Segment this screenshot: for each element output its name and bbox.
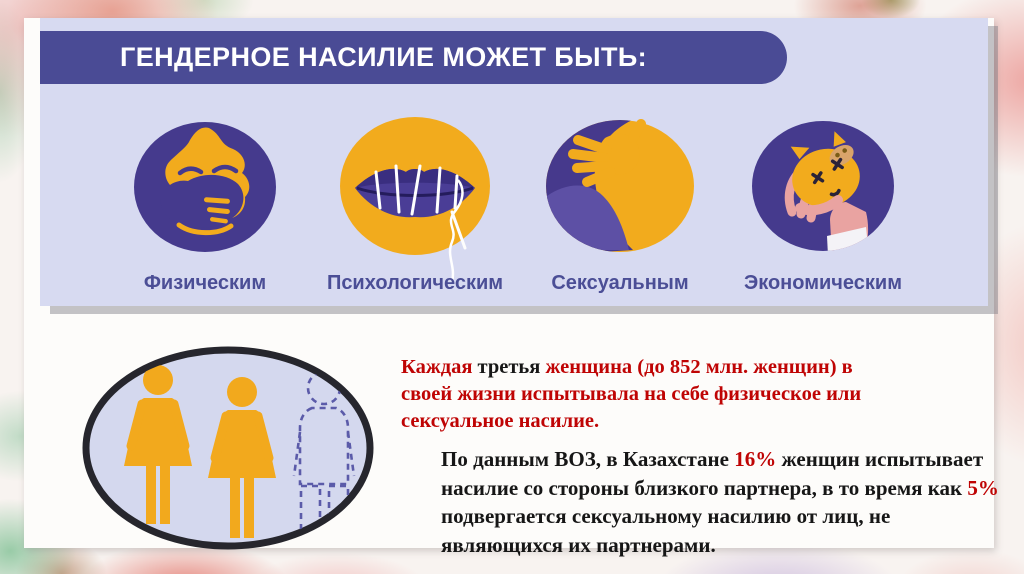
- type-item-economic: Экономическим: [718, 116, 928, 295]
- type-label-economic: Экономическим: [743, 272, 902, 294]
- type-item-psychological: Психологическим: [310, 116, 520, 295]
- hand-over-mouth-icon: [134, 122, 276, 252]
- stat-paragraph-kazakhstan: По данным ВОЗ, в Казахстане 16% женщин и…: [441, 445, 1001, 559]
- type-item-physical: Физическим: [100, 116, 310, 295]
- stat2-value-5: 5%: [967, 475, 999, 500]
- violence-types-panel: ГЕНДЕРНОЕ НАСИЛИЕ МОЖЕТ БЫТЬ: Физическим: [40, 18, 988, 306]
- stat2-part3: подвергается сексуальному насилию от лиц…: [441, 504, 891, 557]
- type-label-physical: Физическим: [143, 272, 267, 294]
- stat1-prefix: Каждая: [401, 356, 478, 378]
- type-label-sexual: Сексуальным: [551, 272, 689, 294]
- stat2-part1: По данным ВОЗ, в Казахстане: [441, 447, 735, 471]
- slide-white-panel: ГЕНДЕРНОЕ НАСИЛИЕ МОЖЕТ БЫТЬ: Физическим: [24, 18, 999, 557]
- stat-paragraph-global: Каждая третья женщина (до 852 млн. женщи…: [401, 354, 898, 435]
- one-in-three-women-illustration: [82, 346, 374, 550]
- type-item-sexual: Сексуальным: [515, 116, 725, 295]
- sewn-lips-icon: [340, 117, 490, 283]
- woman-figure-solid-1: [124, 365, 192, 524]
- stat1-suffix: женщина (до 852 млн. женщин) в своей жиз…: [401, 356, 862, 432]
- stat1-emphasis: третья: [477, 356, 541, 378]
- stat2-part2: женщин испытывает насилие со стороны бли…: [441, 447, 984, 500]
- header-banner: ГЕНДЕРНОЕ НАСИЛИЕ МОЖЕТ БЫТЬ:: [40, 31, 787, 84]
- crushed-piggy-bank-icon: [752, 121, 894, 251]
- slide-title: ГЕНДЕРНОЕ НАСИЛИЕ МОЖЕТ БЫТЬ:: [120, 42, 648, 72]
- violence-types-row: Физическим Психологическим: [40, 116, 988, 301]
- hand-on-body-icon: [546, 119, 694, 252]
- woman-figure-solid-2: [208, 377, 276, 538]
- type-label-psychological: Психологическим: [326, 272, 504, 294]
- stat2-value-16: 16%: [734, 447, 777, 471]
